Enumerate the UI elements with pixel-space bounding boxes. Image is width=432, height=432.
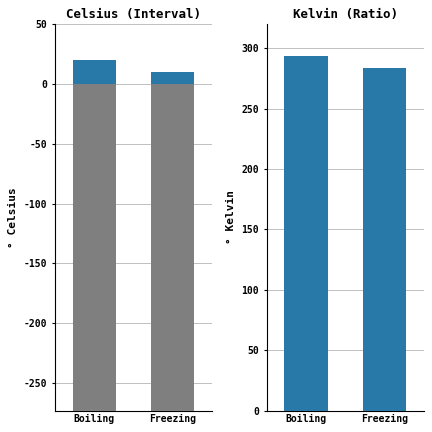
Title: Kelvin (Ratio): Kelvin (Ratio) [293, 8, 398, 21]
Bar [284, 56, 327, 411]
Y-axis label: ° Kelvin: ° Kelvin [226, 191, 236, 245]
Title: Celsius (Interval): Celsius (Interval) [66, 8, 201, 21]
Bar [151, 72, 194, 84]
Bar [151, 84, 194, 411]
Y-axis label: ° Celsius: ° Celsius [8, 187, 18, 248]
Bar [73, 84, 116, 411]
Bar [73, 60, 116, 84]
Bar [363, 68, 406, 411]
